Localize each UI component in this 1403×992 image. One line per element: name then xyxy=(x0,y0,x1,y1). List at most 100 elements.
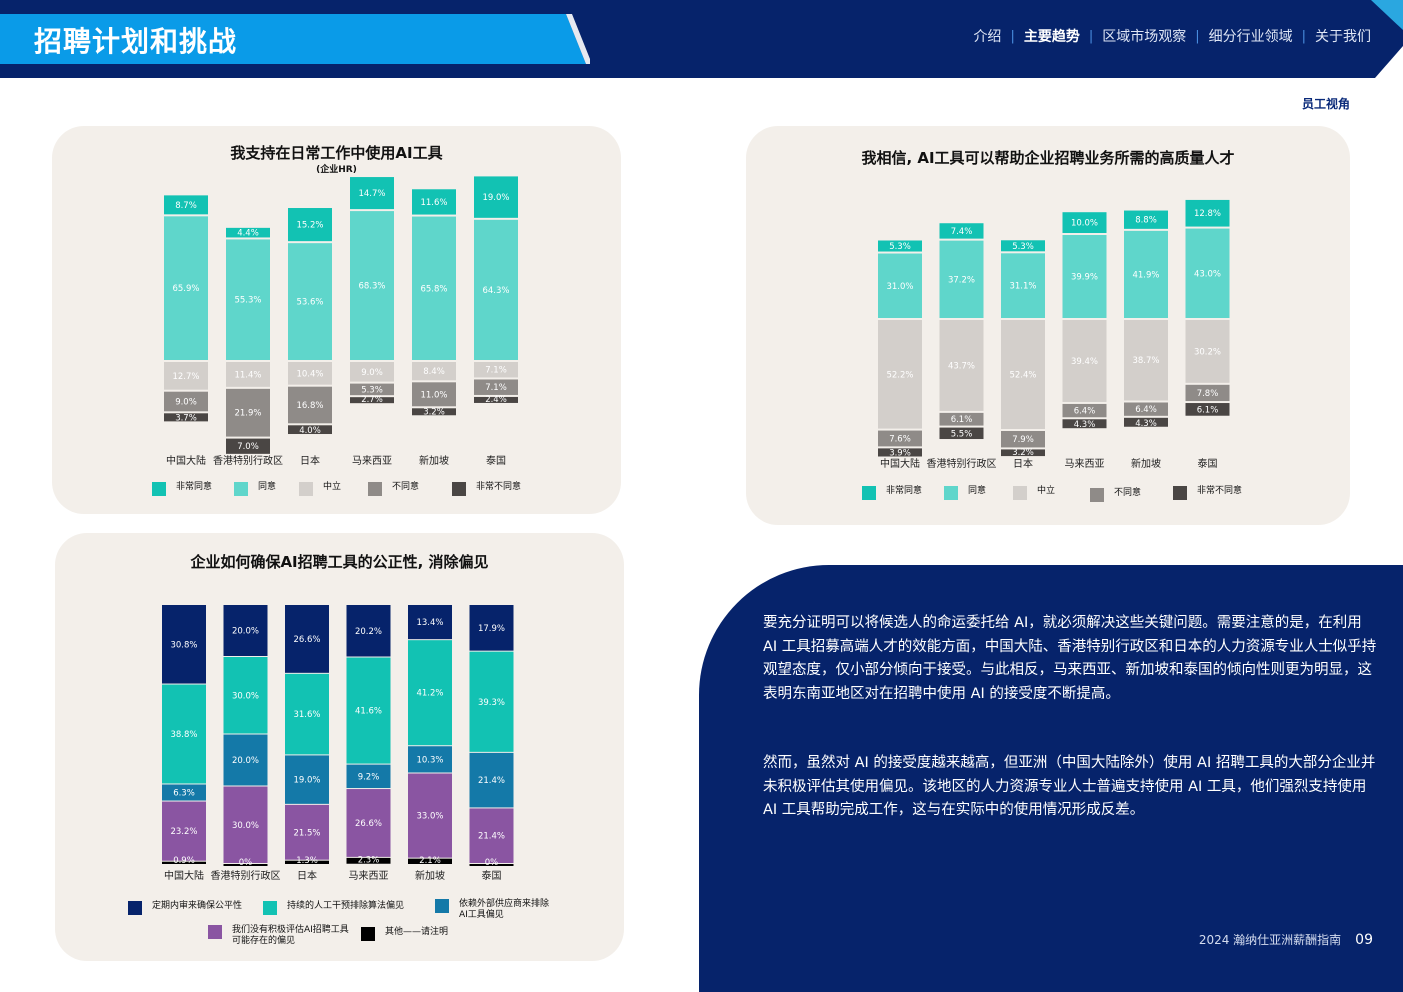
bar-segment xyxy=(350,383,394,396)
data-label: 7.4% xyxy=(951,227,973,237)
bar-segment xyxy=(412,189,456,215)
data-label: 10.0% xyxy=(1071,219,1098,229)
data-label: 1.3% xyxy=(296,856,318,866)
bar-segment xyxy=(1185,228,1230,318)
stacked-bar-chart-support-ai: 8.7% 65.9% 12.7% 9.0% 3.7% 中国大陆 4.4% 55.3% 11.4%… xyxy=(164,176,518,466)
legend-item: 持续的人工干预排除算法偏见 xyxy=(263,901,404,915)
legend-item: 其他——请注明 xyxy=(361,927,448,941)
data-label: 0% xyxy=(239,858,253,868)
bar-segment xyxy=(350,362,394,382)
bar-segment xyxy=(474,219,518,360)
bar-segment xyxy=(474,176,518,218)
data-label: 30.8% xyxy=(170,640,197,650)
legend-swatch xyxy=(208,925,222,939)
category-label: 马来西亚 xyxy=(352,455,392,466)
data-label: 3.7% xyxy=(175,413,197,423)
bar-segment xyxy=(350,211,394,360)
bar-segment xyxy=(346,789,391,857)
legend-label: 不同意 xyxy=(1114,488,1142,498)
legend-item: 定期内审来确保公平性 xyxy=(128,901,242,915)
category-label: 香港特别行政区 xyxy=(927,457,997,470)
bar-segment xyxy=(469,651,514,752)
legend-label: 同意 xyxy=(968,486,987,496)
data-label: 64.3% xyxy=(482,286,509,296)
bar-segment xyxy=(346,605,391,657)
bar-segment xyxy=(1124,402,1168,416)
bar-segment xyxy=(162,684,206,784)
nav-sectors[interactable]: 细分行业领域 xyxy=(1208,29,1293,45)
bar-segment xyxy=(1001,320,1045,429)
data-label: 43.7% xyxy=(948,361,975,371)
nav-separator: | xyxy=(1301,28,1306,44)
chart-legend: 非常同意 同意 中立 不同意 非常不同意 xyxy=(52,126,621,514)
data-label: 33.0% xyxy=(416,812,443,822)
legend-item: 不同意 xyxy=(368,482,419,496)
bar-segment xyxy=(223,786,268,863)
data-label: 26.6% xyxy=(293,635,320,645)
data-label: 37.2% xyxy=(948,275,975,285)
data-label: 20.2% xyxy=(355,627,382,637)
data-label: 20.0% xyxy=(232,756,259,766)
bar-segment xyxy=(288,386,332,424)
data-label: 41.9% xyxy=(1132,270,1159,280)
data-label: 38.7% xyxy=(1132,356,1159,366)
data-label: 11.6% xyxy=(420,198,447,208)
data-label: 7.8% xyxy=(1197,389,1219,399)
bar-segment xyxy=(223,864,268,866)
data-label: 31.0% xyxy=(886,282,913,292)
nav-regional[interactable]: 区域市场观察 xyxy=(1102,29,1187,45)
data-label: 21.5% xyxy=(293,828,320,838)
data-label: 11.4% xyxy=(234,370,261,380)
category-label: 日本 xyxy=(300,454,320,466)
data-label: 41.2% xyxy=(416,689,443,699)
data-label: 0.9% xyxy=(173,856,195,866)
chart-legend: 定期内审来确保公平性 持续的人工干预排除算法偏见 依赖外部供应商来排除 AI工具偏见… xyxy=(55,533,624,961)
bar-segment xyxy=(408,640,452,746)
bar-segment xyxy=(474,362,518,378)
legend-swatch xyxy=(263,901,277,915)
data-label: 65.9% xyxy=(172,284,199,294)
bar-segment xyxy=(878,240,922,252)
bar-segment xyxy=(1001,253,1045,318)
bar-segment xyxy=(469,752,514,808)
category-label: 中国大陆 xyxy=(166,454,206,466)
title-banner xyxy=(0,14,590,64)
legend-swatch xyxy=(368,482,382,496)
data-label: 5.3% xyxy=(889,242,911,252)
data-label: 6.3% xyxy=(173,789,195,799)
data-label: 2.1% xyxy=(419,856,441,866)
category-label: 泰国 xyxy=(1198,457,1218,470)
nav-about[interactable]: 关于我们 xyxy=(1315,29,1371,45)
data-label: 20.0% xyxy=(232,627,259,637)
legend-label: 不同意 xyxy=(392,482,420,492)
data-label: 21.9% xyxy=(234,409,261,419)
bar-segment xyxy=(1124,320,1168,401)
nav-separator: | xyxy=(1088,28,1094,44)
page-title: 招聘计划和挑战 xyxy=(34,25,238,58)
category-label: 马来西亚 xyxy=(1065,458,1105,470)
bar-segment xyxy=(408,605,452,640)
nav-key-trends[interactable]: 主要趋势 xyxy=(1023,29,1080,45)
data-label: 6.1% xyxy=(1197,405,1219,415)
nav-intro[interactable]: 介绍 xyxy=(973,29,1002,45)
data-label: 0% xyxy=(485,858,499,868)
legend-label: 定期内审来确保公平性 xyxy=(152,901,243,911)
chart-card-support-ai: 我支持在日常工作中使用AI工具 (企业HR) 8.7% 65.9% 12.7% 9.0… xyxy=(52,126,621,514)
legend-label: 非常同意 xyxy=(886,486,923,496)
bar-segment xyxy=(223,605,268,656)
legend-swatch xyxy=(435,899,449,913)
data-label: 9.2% xyxy=(358,772,380,782)
legend-item: 不同意 xyxy=(1090,488,1141,502)
data-label: 4.3% xyxy=(1135,419,1157,429)
bar-segment xyxy=(285,860,329,864)
category-label: 日本 xyxy=(1013,457,1033,470)
bar-segment xyxy=(939,240,984,318)
bar-segment xyxy=(1062,212,1107,234)
data-label: 6.4% xyxy=(1135,405,1157,415)
chart-legend: 非常同意 同意 中立 不同意 非常不同意 xyxy=(746,126,1350,525)
bar-segment xyxy=(164,195,208,215)
data-label: 21.4% xyxy=(478,832,505,842)
data-label: 52.2% xyxy=(886,370,913,380)
data-label: 5.3% xyxy=(361,385,383,395)
legend-item: 我们没有积极评估AI招聘工具 可能存在的偏见 xyxy=(208,925,349,947)
